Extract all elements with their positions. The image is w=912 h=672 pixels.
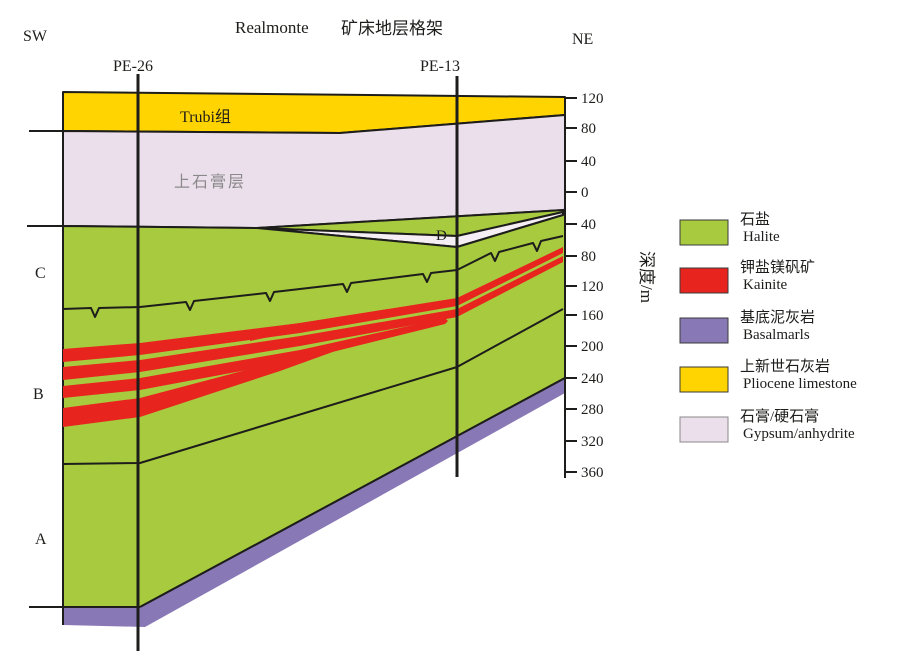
zone-label-b: B (33, 386, 44, 403)
legend-en-kainite: Kainite (743, 277, 787, 293)
kainite-band (63, 256, 563, 380)
legend-swatch-gypsum (679, 416, 729, 443)
kainite-lens (250, 309, 388, 341)
tick-label: 160 (581, 308, 604, 324)
orientation-ne-label: NE (572, 31, 593, 48)
marls-top-slope (139, 377, 566, 608)
tick-label: 320 (581, 434, 604, 450)
zone-label-a: A (35, 531, 47, 548)
tick-label: 80 (581, 121, 596, 137)
tick-label: 240 (581, 371, 604, 387)
kainite-band (63, 345, 352, 427)
orientation-sw-label: SW (23, 28, 48, 45)
legend-cn-kainite: 钾盐镁矾矿 (740, 259, 815, 276)
borehole-label-pe26: PE-26 (113, 58, 153, 75)
zone-label-c: C (35, 265, 46, 282)
zone-label-d: D (436, 228, 447, 244)
legend: 石盐 Halite 钾盐镁矾矿 Kainite 基底泥灰岩 Basalmarls… (679, 211, 857, 443)
depth-axis-ticks (565, 97, 577, 473)
tick-label: 0 (581, 185, 589, 201)
legend-en-gypsum: Gypsum/anhydrite (743, 426, 855, 442)
zone-b-a-boundary (62, 308, 564, 465)
tick-label: 360 (581, 465, 604, 481)
title-subtitle: 矿床地层格架 (341, 19, 443, 38)
kainite-band (63, 318, 448, 398)
tick-label: 40 (581, 154, 596, 170)
legend-en-basal-marls: Basalmarls (743, 327, 810, 343)
legend-swatch-kainite (679, 267, 729, 294)
depth-axis-tick-labels: 120 80 40 0 40 80 120 160 200 240 280 32… (581, 91, 604, 481)
tick-label: 120 (581, 91, 604, 107)
legend-cn-basal-marls: 基底泥灰岩 (740, 309, 815, 326)
legend-en-pliocene-limestone: Pliocene limestone (743, 376, 857, 392)
legend-swatch-basal-marls (679, 317, 729, 344)
borehole-label-pe13: PE-13 (420, 58, 460, 75)
tick-label: 40 (581, 217, 596, 233)
tick-label: 280 (581, 402, 604, 418)
legend-swatch-pliocene-limestone (679, 366, 729, 393)
title-site: Realmonte (235, 18, 309, 37)
tick-label: 120 (581, 279, 604, 295)
upper-gypsum-layer-label: 上石膏层 (174, 172, 246, 191)
legend-cn-halite: 石盐 (740, 211, 770, 228)
tick-label: 200 (581, 339, 604, 355)
trubi-layer-label: Trubi组 (180, 108, 231, 126)
legend-swatch-halite (679, 219, 729, 246)
legend-cn-pliocene-limestone: 上新世石灰岩 (740, 358, 830, 375)
depth-axis-label: 深度/m (637, 251, 656, 303)
legend-cn-gypsum: 石膏/硬石膏 (740, 408, 819, 425)
tick-label: 80 (581, 249, 596, 265)
kainite-band (63, 247, 563, 362)
zone-c-b-boundary (62, 235, 564, 318)
legend-en-halite: Halite (743, 229, 780, 245)
